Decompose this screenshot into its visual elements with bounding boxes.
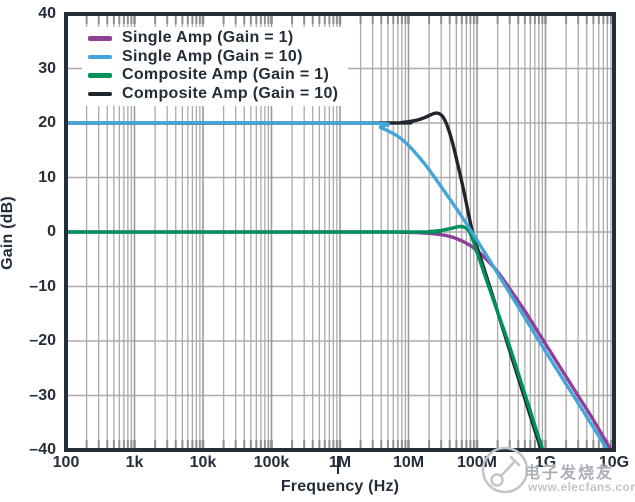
x-axis-title: Frequency (Hz) (280, 478, 400, 495)
legend-label: Composite Amp (Gain = 10) (122, 84, 339, 102)
x-tick-label: 1G (534, 454, 557, 471)
x-tick-label: 10k (189, 454, 217, 471)
plot-frame (64, 12, 616, 452)
y-tick-label: –10 (29, 277, 56, 295)
legend-label: Single Amp (Gain = 1) (122, 29, 294, 47)
y-tick-label: –40 (29, 441, 56, 458)
y-tick-label: 0 (47, 223, 56, 240)
x-tick-label: 1k (125, 454, 144, 471)
legend-item: Composite Amp (Gain = 10) (88, 85, 338, 104)
legend-swatch (88, 36, 112, 41)
legend-label: Single Amp (Gain = 10) (122, 47, 303, 65)
y-tick-label: –20 (29, 332, 56, 349)
y-tick-label: 40 (38, 5, 56, 22)
x-tick-label: 100k (253, 454, 290, 471)
legend-item: Composite Amp (Gain = 1) (88, 66, 338, 85)
x-tick-label: 1M (328, 454, 352, 471)
legend-swatch (88, 73, 112, 78)
curve-composite-amp-gain-1 (66, 224, 545, 450)
y-tick-label: 20 (38, 114, 56, 131)
legend: Single Amp (Gain = 1) Single Amp (Gain = … (82, 27, 349, 106)
y-tick-label: 10 (38, 168, 56, 186)
x-tick-label: 100 (52, 454, 80, 471)
y-axis-title: Gain (dB) (0, 196, 16, 270)
x-tick-label: 10G (598, 454, 630, 471)
y-tick-label: –30 (29, 386, 56, 404)
legend-swatch (88, 91, 112, 96)
curve-single-amp-gain-10 (66, 120, 610, 450)
x-tick-label: 10M (392, 454, 425, 471)
legend-label: Composite Amp (Gain = 1) (122, 66, 330, 84)
y-tick-label: 30 (38, 59, 56, 77)
legend-item: Single Amp (Gain = 1) (88, 29, 338, 48)
legend-swatch (88, 54, 112, 59)
x-tick-label: 100M (456, 454, 498, 471)
stray-mark-near-1M (337, 456, 339, 474)
legend-item: Single Amp (Gain = 10) (88, 48, 338, 67)
